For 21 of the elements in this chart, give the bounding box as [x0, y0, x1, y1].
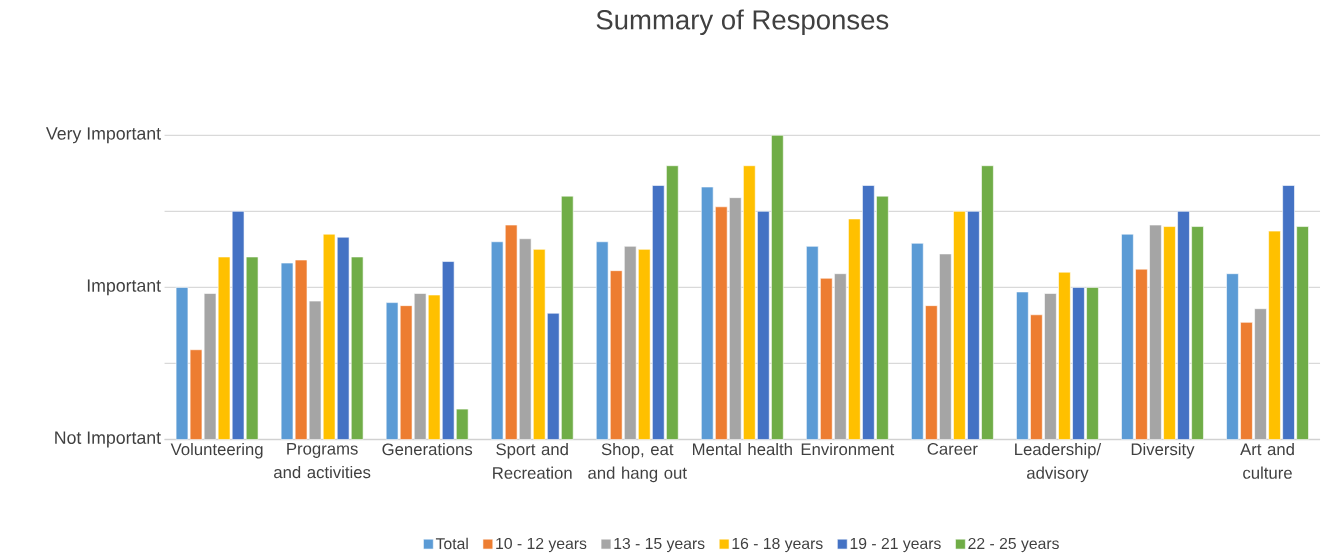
text: Very Important	[45, 127, 161, 144]
x-tick-label: Programs and activities	[274, 442, 371, 479]
x-tick-label: Sport and Recreation	[493, 442, 572, 479]
x-tick-label: Diversity	[1131, 442, 1195, 459]
legend-label: 22 - 25 years	[968, 537, 1059, 553]
text: Important	[87, 279, 161, 296]
text: Not Important	[55, 431, 161, 448]
legend-label: 16 - 18 years	[732, 537, 823, 553]
chart-title: Summary of Responses	[596, 9, 889, 36]
x-tick-label: Shop, eat and hang out	[588, 442, 687, 483]
legend-label: 13 - 15 years	[614, 537, 705, 553]
x-tick-label: Career	[927, 442, 978, 455]
x-tick-label: Leadership/ advisory	[1015, 442, 1102, 483]
x-tick-label: Generations	[382, 442, 473, 456]
x-tick-label: Environment	[801, 442, 895, 456]
legend-label: Total	[435, 537, 468, 550]
legend-label: 19 - 21 years	[850, 537, 941, 553]
x-tick-label: Volunteering	[170, 442, 263, 459]
legend-label: 10 - 12 years	[496, 537, 587, 553]
x-tick-label: Mental health	[693, 442, 792, 456]
x-tick-label: Art and culture	[1240, 442, 1294, 479]
